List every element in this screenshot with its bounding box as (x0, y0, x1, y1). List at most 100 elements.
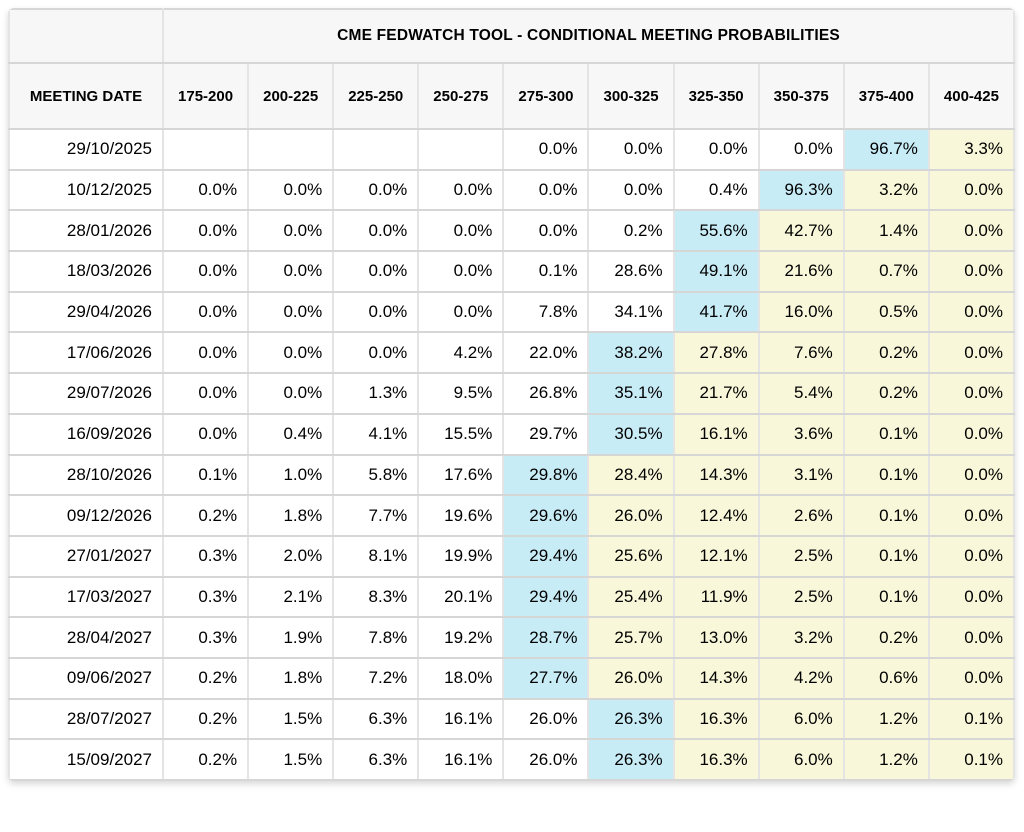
probability-cell: 49.1% (672, 250, 760, 293)
probability-cell: 2.5% (757, 534, 845, 578)
probability-cell: 20.1% (417, 575, 505, 619)
probability-cell: 0.0% (417, 168, 505, 212)
probability-cell: 0.0% (332, 250, 420, 293)
probability-cell: 0.3% (161, 575, 250, 619)
rate-range-header: 375-400 (842, 62, 930, 130)
table-row: 10/12/2025 0.0% 0.0% 0.0% 0.0% 0.0% 0.0% 0.4% 96… (8, 168, 1015, 212)
probability-cell: 0.0% (927, 372, 1015, 415)
probability-cell: 0.2% (842, 372, 930, 415)
table-row: 28/10/2026 0.1% 1.0% 5.8% 17.6% 29.8% 28.4% 14.… (8, 453, 1015, 497)
table-row: 18/03/2026 0.0% 0.0% 0.0% 0.0% 0.1% 28.6% 49.1%… (8, 250, 1015, 293)
probability-cell: 55.6% (672, 209, 760, 253)
probability-cell: 14.3% (672, 453, 760, 497)
probability-cell: 1.5% (247, 697, 335, 741)
probability-cell: 0.0% (927, 209, 1015, 253)
probability-cell: 26.3% (587, 697, 675, 741)
probability-cell: 0.0% (927, 656, 1015, 700)
probability-cell: 0.0% (247, 209, 335, 253)
probability-cell: 17.6% (417, 453, 505, 497)
probability-cell: 0.0% (927, 616, 1015, 659)
meeting-date-cell: 15/09/2027 (8, 738, 164, 781)
probability-cell: 41.7% (672, 290, 760, 334)
probability-cell: 14.3% (672, 656, 760, 700)
probability-cell: 0.0% (502, 209, 590, 253)
probability-cell: 28.4% (587, 453, 675, 497)
meeting-date-header: MEETING DATE (8, 62, 164, 130)
probability-cell: 27.7% (502, 656, 590, 700)
probability-cell: 26.0% (502, 697, 590, 741)
probability-cell: 96.7% (842, 128, 930, 171)
probability-cell: 28.7% (502, 616, 590, 659)
table-row: 16/09/2026 0.0% 0.4% 4.1% 15.5% 29.7% 30.5% 16.… (8, 412, 1015, 456)
probability-cell: 0.0% (161, 372, 250, 415)
probability-cell: 28.6% (587, 250, 675, 293)
probability-cell: 0.2% (842, 331, 930, 375)
probability-cell: 0.2% (161, 656, 250, 700)
meeting-date-cell: 28/10/2026 (8, 453, 164, 497)
probability-cell: 0.0% (161, 209, 250, 253)
probability-cell: 1.2% (842, 738, 930, 781)
rate-range-header: 400-425 (927, 62, 1015, 130)
probability-cell: 0.1% (927, 738, 1015, 781)
table-row: 29/07/2026 0.0% 0.0% 1.3% 9.5% 26.8% 35.1% 21.7… (8, 372, 1015, 415)
probability-cell: 35.1% (587, 372, 675, 415)
probability-cell: 29.4% (502, 575, 590, 619)
rate-range-header: 350-375 (757, 62, 845, 130)
probability-cell: 26.0% (587, 656, 675, 700)
probability-cell: 7.6% (757, 331, 845, 375)
probability-cell: 0.1% (842, 575, 930, 619)
probability-cell: 0.0% (417, 290, 505, 334)
probability-cell: 0.2% (842, 616, 930, 659)
rate-range-header: 200-225 (247, 62, 335, 130)
page: CME FEDWATCH TOOL - CONDITIONAL MEETING … (8, 8, 1015, 781)
rate-range-header: 300-325 (587, 62, 675, 130)
table-row: 09/06/2027 0.2% 1.8% 7.2% 18.0% 27.7% 26.0% 14.… (8, 656, 1015, 700)
probability-cell: 5.8% (332, 453, 420, 497)
probability-cell: 8.3% (332, 575, 420, 619)
probability-cell: 0.0% (587, 128, 675, 171)
probability-cell: 25.6% (587, 534, 675, 578)
probability-cell: 18.0% (417, 656, 505, 700)
probability-cell: 34.1% (587, 290, 675, 334)
probability-cell: 7.7% (332, 494, 420, 537)
probability-cell: 0.6% (842, 656, 930, 700)
meeting-date-cell: 17/06/2026 (8, 331, 164, 375)
probability-cell: 26.3% (587, 738, 675, 781)
probability-cell: 22.0% (502, 331, 590, 375)
rate-range-header: 225-250 (332, 62, 420, 130)
probability-cell: 8.1% (332, 534, 420, 578)
probability-cell: 3.1% (757, 453, 845, 497)
column-header-row: MEETING DATE 175-200 200-225 225-250 250-27… (8, 62, 1015, 130)
probability-cell: 0.1% (842, 412, 930, 456)
probability-cell: 7.8% (502, 290, 590, 334)
probability-cell: 2.5% (757, 575, 845, 619)
probability-cell: 0.0% (332, 209, 420, 253)
probability-cell: 0.0% (927, 575, 1015, 619)
probability-cell: 29.7% (502, 412, 590, 456)
probability-cell: 0.0% (247, 372, 335, 415)
probability-cell: 0.0% (927, 168, 1015, 212)
probability-cell: 0.3% (161, 616, 250, 659)
probability-cell: 29.8% (502, 453, 590, 497)
rate-range-header: 250-275 (417, 62, 505, 130)
probability-cell: 0.0% (161, 250, 250, 293)
probability-cell: 0.1% (842, 453, 930, 497)
table-title: CME FEDWATCH TOOL - CONDITIONAL MEETING … (162, 8, 1015, 64)
probability-cell: 16.3% (672, 697, 760, 741)
probability-cell: 0.2% (161, 738, 250, 781)
meeting-date-cell: 29/04/2026 (8, 290, 164, 334)
probability-cell: 0.0% (247, 250, 335, 293)
probability-cell: 2.6% (757, 494, 845, 537)
fedwatch-probabilities-table: CME FEDWATCH TOOL - CONDITIONAL MEETING … (8, 8, 1015, 781)
probability-cell: 0.2% (587, 209, 675, 253)
probability-cell: 4.2% (417, 331, 505, 375)
probability-cell: 19.6% (417, 494, 505, 537)
probability-cell: 0.0% (757, 128, 845, 171)
probability-cell: 1.8% (247, 656, 335, 700)
probability-cell: 26.0% (587, 494, 675, 537)
probability-cell: 19.9% (417, 534, 505, 578)
probability-cell: 0.0% (927, 412, 1015, 456)
probability-cell: 12.1% (672, 534, 760, 578)
rate-range-header: 275-300 (502, 62, 590, 130)
table-row: 15/09/2027 0.2% 1.5% 6.3% 16.1% 26.0% 26.3% 16.… (8, 738, 1015, 781)
